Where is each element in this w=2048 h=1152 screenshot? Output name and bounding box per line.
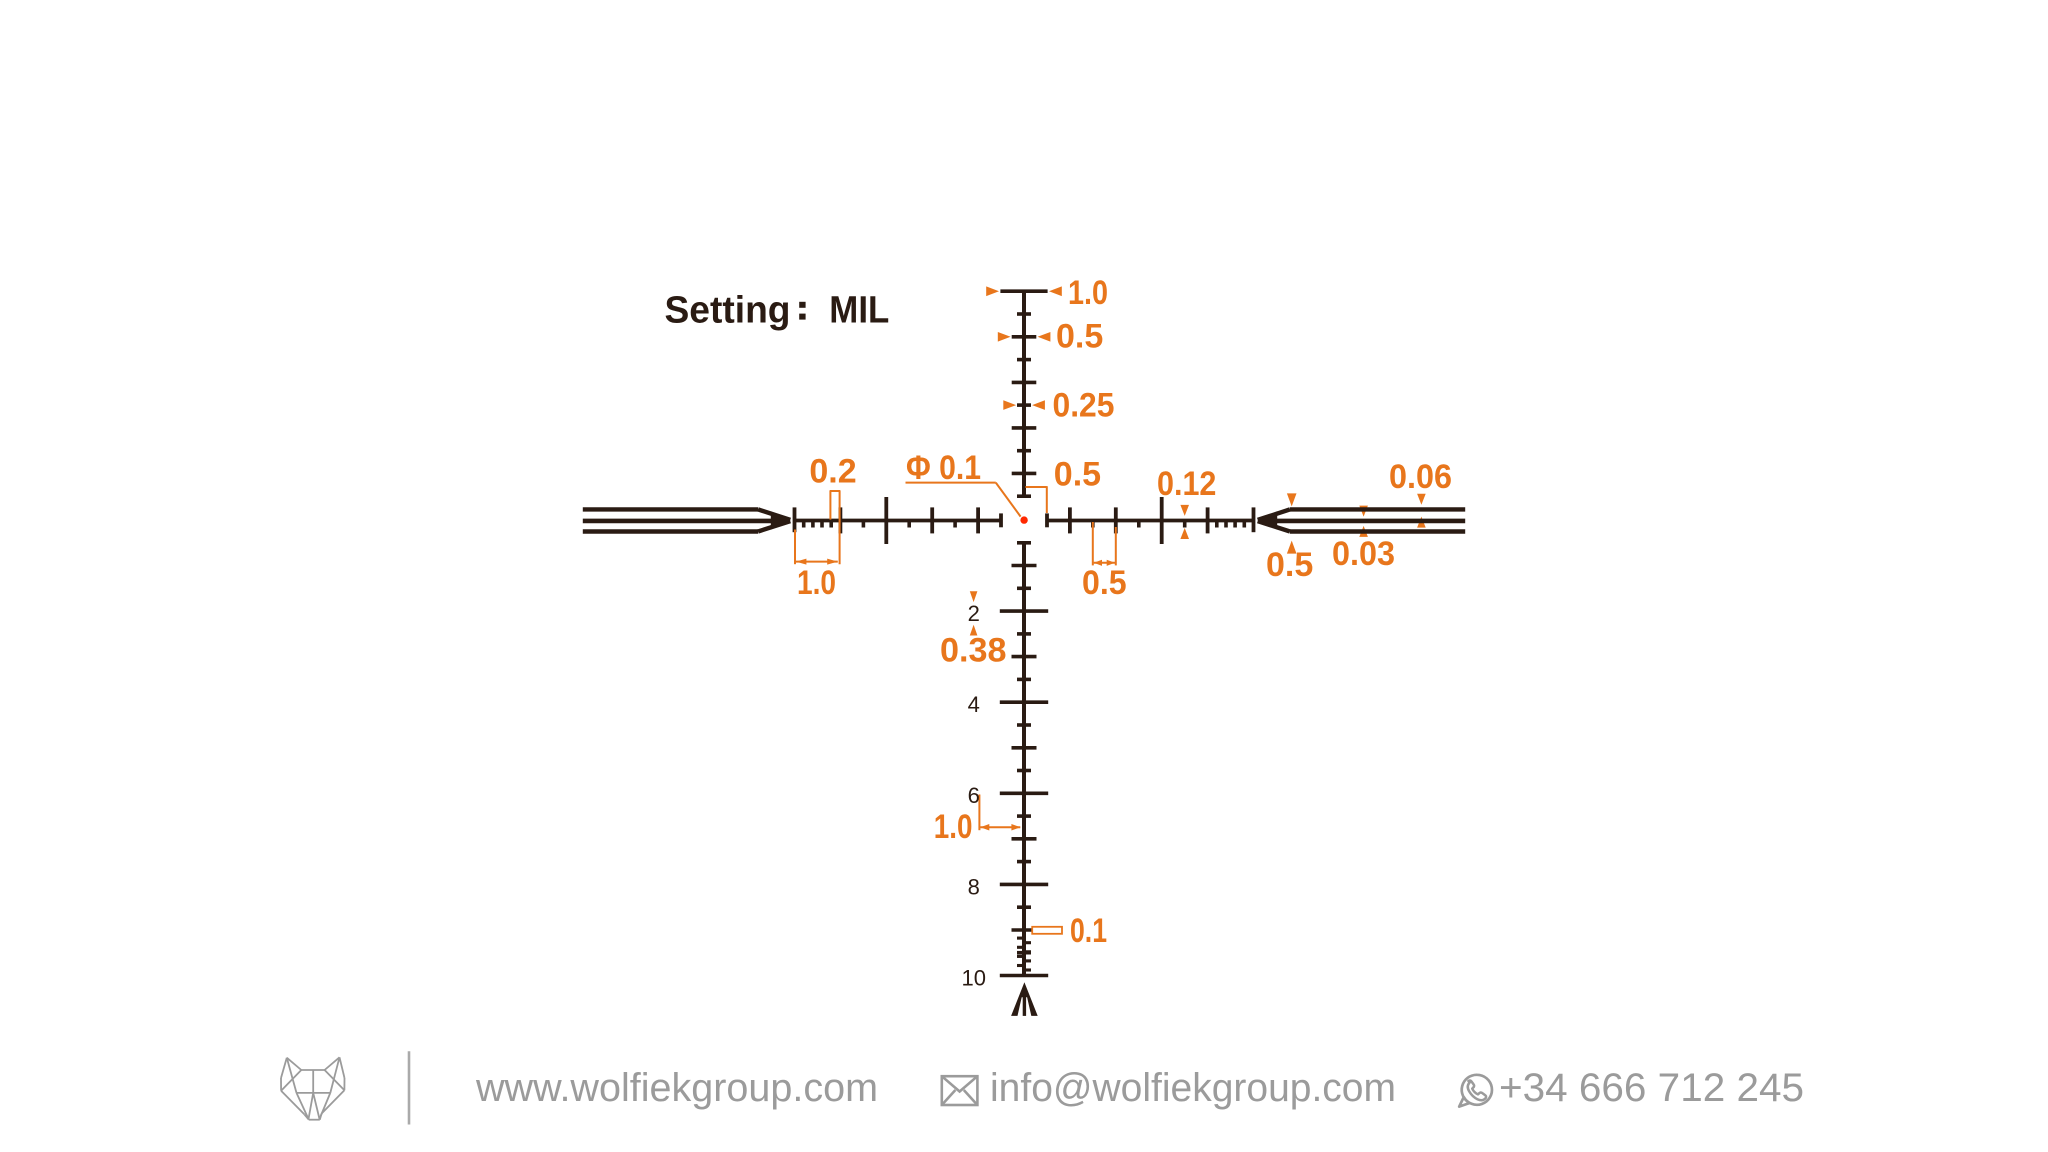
svg-text:0.25: 0.25 [1053, 387, 1115, 425]
svg-text:0.1: 0.1 [1070, 912, 1107, 950]
svg-text:1.0: 1.0 [1068, 274, 1108, 312]
svg-text:info@wolfiekgroup.com: info@wolfiekgroup.com [990, 1066, 1396, 1110]
svg-text:8: 8 [968, 874, 980, 899]
svg-text:0.5: 0.5 [1054, 456, 1101, 494]
svg-text:MIL: MIL [829, 289, 889, 331]
svg-text:0.12: 0.12 [1157, 465, 1216, 503]
svg-text:0.2: 0.2 [809, 452, 856, 490]
svg-text:1.0: 1.0 [797, 564, 836, 602]
svg-text:0.06: 0.06 [1389, 458, 1452, 496]
svg-text:1.0: 1.0 [934, 808, 973, 846]
svg-text:www.wolfiekgroup.com: www.wolfiekgroup.com [475, 1066, 878, 1110]
svg-text:0.5: 0.5 [1082, 564, 1127, 602]
svg-text:0.03: 0.03 [1332, 535, 1395, 573]
svg-text:4: 4 [968, 692, 980, 717]
svg-text:6: 6 [968, 783, 980, 808]
svg-text:+34 666 712 245: +34 666 712 245 [1499, 1066, 1804, 1110]
svg-text:10: 10 [962, 965, 986, 990]
svg-text:Φ 0.1: Φ 0.1 [906, 449, 981, 487]
svg-text:0.5: 0.5 [1266, 546, 1313, 584]
svg-text:0.38: 0.38 [940, 632, 1007, 670]
svg-text:2: 2 [968, 601, 980, 626]
svg-text:0.5: 0.5 [1056, 317, 1103, 355]
svg-text:Setting: Setting [665, 289, 791, 331]
